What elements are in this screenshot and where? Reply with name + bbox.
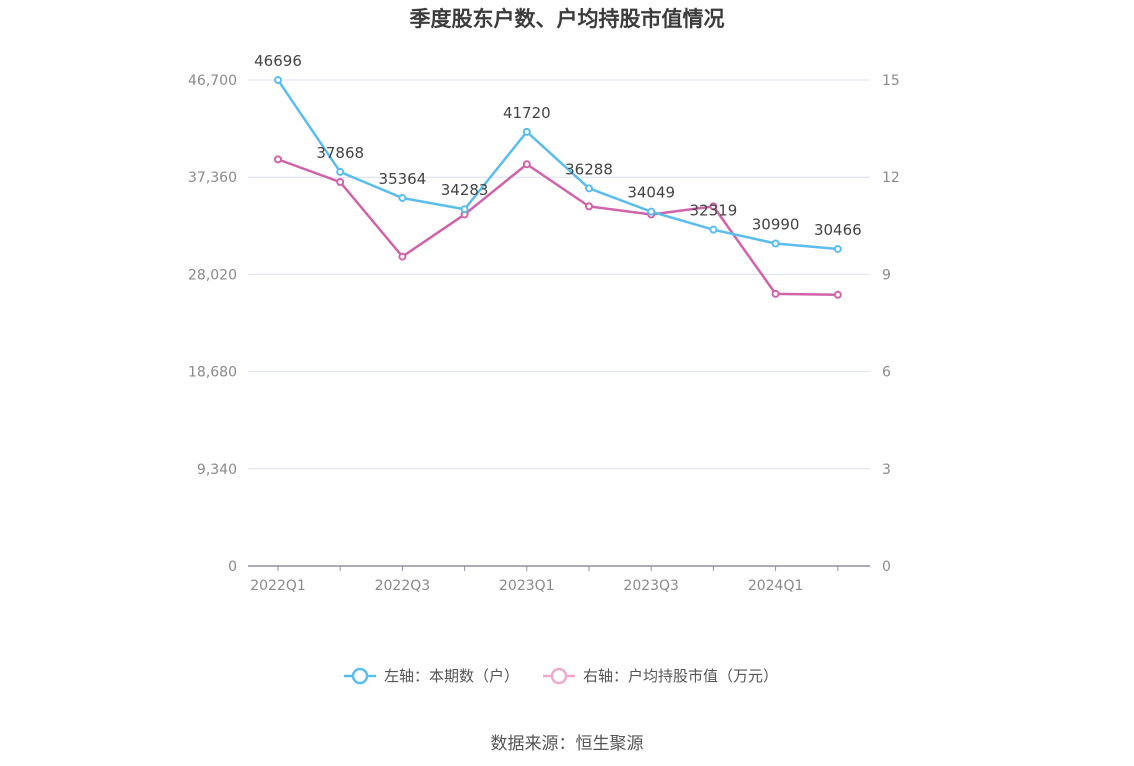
series-left-point [522,127,531,136]
series-left-point [460,205,469,214]
y-left-tick-label: 9,340 [197,462,237,478]
x-tick-label: 2022Q3 [375,578,431,594]
x-tick-label: 2023Q1 [499,578,555,594]
series-right-point [336,178,345,187]
data-label: 35364 [379,170,427,188]
series-left-point [709,225,718,234]
y-right-tick-label: 15 [882,73,900,89]
y-left-tick-label: 46,700 [188,73,237,89]
series-left-point [336,167,345,176]
data-label: 41720 [503,104,551,122]
y-right-tick-label: 6 [882,365,891,381]
data-label: 34049 [627,184,675,202]
data-label: 36288 [565,160,613,178]
series-right-line [277,158,838,297]
chart-title: 季度股东户数、户均持股市值情况 [409,7,725,31]
y-right-tick-label: 12 [882,170,900,186]
y-left-tick-label: 28,020 [188,267,237,283]
series-left-point [398,193,407,202]
series-left-point [647,207,656,216]
series-left-point [274,76,282,85]
y-left-tick-label: 37,360 [188,170,237,186]
data-label: 37868 [316,144,364,162]
y-right-tick-label: 0 [882,559,891,575]
y-left-tick-label: 0 [228,559,237,575]
x-tick-label: 2024Q1 [748,578,804,594]
series-right-point [585,202,593,211]
legend-right-swatch-marker [550,667,568,685]
series-right-point [398,252,407,261]
source-note: 数据来源：恒生聚源 [490,734,644,754]
x-tick-label: 2023Q3 [623,578,679,594]
data-label: 46696 [254,52,302,70]
series-left-point [585,184,593,193]
data-label: 30990 [752,215,800,233]
series-left-point [771,239,780,248]
data-label: 34283 [441,181,489,199]
x-tick-label: 2022Q1 [250,578,306,594]
series-right-point [833,290,842,299]
y-right-tick-label: 9 [882,267,891,283]
series-right-point [274,155,282,164]
y-left-tick-label: 18,680 [188,365,237,381]
series-left-line [276,79,838,251]
legend-left-swatch-marker [351,667,369,685]
series-right-point [522,160,531,169]
series-right-point [771,289,780,298]
data-label: 30466 [814,221,862,239]
data-label: 32319 [690,202,738,220]
y-right-tick-label: 3 [882,462,891,478]
series-right-point [709,202,718,211]
legend-right-label: 右轴：户均持股市值（万元） [583,667,778,685]
series-left-point [833,244,842,253]
legend-left-label: 左轴：本期数（户） [384,667,519,685]
